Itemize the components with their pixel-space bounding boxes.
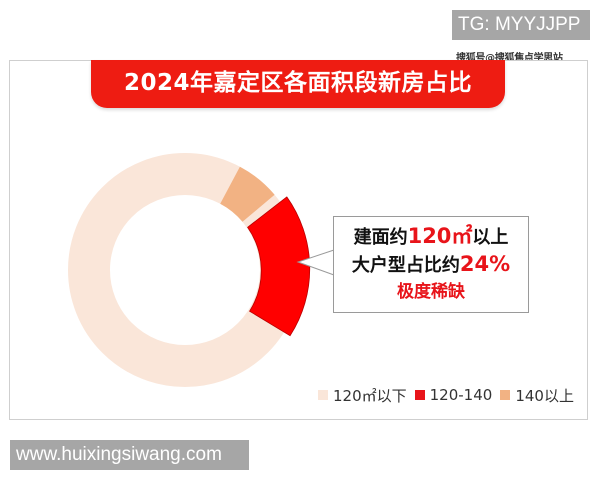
legend-item-over-140: 140以上 bbox=[500, 385, 574, 406]
legend-label: 120-140 bbox=[429, 386, 493, 404]
callout-text: 建面约 bbox=[353, 227, 408, 248]
callout-line-2: 大户型占比约24% bbox=[334, 251, 528, 279]
chart-title: 2024年嘉定区各面积段新房占比 bbox=[91, 60, 505, 108]
callout-line-3: 极度稀缺 bbox=[397, 282, 465, 302]
legend-label: 120㎡以下 bbox=[333, 386, 407, 405]
source-watermark: 搜狐号@搜狐焦点学思站 bbox=[456, 53, 563, 64]
legend-swatch bbox=[500, 390, 511, 400]
legend-swatch bbox=[414, 390, 425, 400]
segment-120-140 bbox=[247, 196, 311, 337]
legend-label: 140以上 bbox=[515, 386, 574, 405]
callout-text: 以上 bbox=[472, 227, 509, 248]
callout-box: 建面约120㎡以上 大户型占比约24% 极度稀缺 bbox=[333, 216, 529, 313]
callout-text: 大户型占比约 bbox=[351, 255, 460, 276]
legend-item-under-120: 120㎡以下 bbox=[318, 385, 407, 406]
callout-line-1: 建面约120㎡以上 bbox=[334, 223, 528, 251]
watermark-site: www.huixingsiwang.com bbox=[10, 440, 249, 470]
callout-highlight-area: 120㎡ bbox=[407, 224, 473, 248]
callout-highlight-percent: 24% bbox=[459, 252, 511, 276]
watermark-tg: TG: MYYJJPP bbox=[452, 10, 590, 40]
legend: 120㎡以下 120-140 140以上 bbox=[318, 385, 582, 405]
callout-pointer bbox=[296, 249, 335, 276]
legend-swatch bbox=[318, 390, 328, 400]
legend-item-120-140: 120-140 bbox=[414, 386, 493, 404]
segment-over-140 bbox=[220, 166, 275, 222]
